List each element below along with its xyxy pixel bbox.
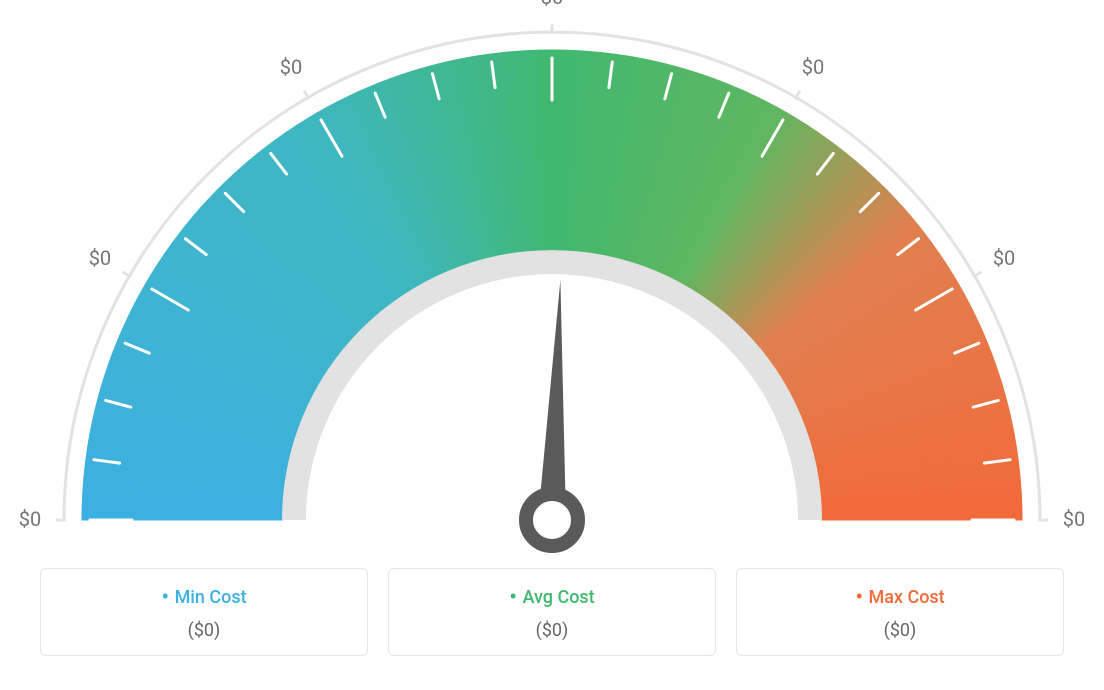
legend-avg-label: Avg Cost [401, 585, 703, 610]
legend-avg-value: ($0) [401, 620, 703, 641]
legend-max-value: ($0) [749, 620, 1051, 641]
legend-row: Min Cost ($0) Avg Cost ($0) Max Cost ($0… [0, 568, 1104, 656]
legend-min-label: Min Cost [53, 585, 355, 610]
gauge-tick-label: $0 [541, 0, 563, 9]
gauge-tick-label: $0 [993, 246, 1015, 270]
gauge-tick-label: $0 [19, 507, 41, 531]
legend-min-value: ($0) [53, 620, 355, 641]
gauge-svg: $0 $0 $0 $0 $0 $0 $0 [0, 0, 1104, 560]
legend-card-max: Max Cost ($0) [736, 568, 1064, 656]
gauge-tick-label: $0 [280, 55, 302, 79]
gauge-chart: $0 $0 $0 $0 $0 $0 $0 [0, 0, 1104, 560]
legend-card-avg: Avg Cost ($0) [388, 568, 716, 656]
gauge-tick-label: $0 [1063, 507, 1085, 531]
legend-max-label: Max Cost [749, 585, 1051, 610]
gauge-tick-label: $0 [802, 55, 824, 79]
gauge-tick-label: $0 [89, 246, 111, 270]
legend-card-min: Min Cost ($0) [40, 568, 368, 656]
